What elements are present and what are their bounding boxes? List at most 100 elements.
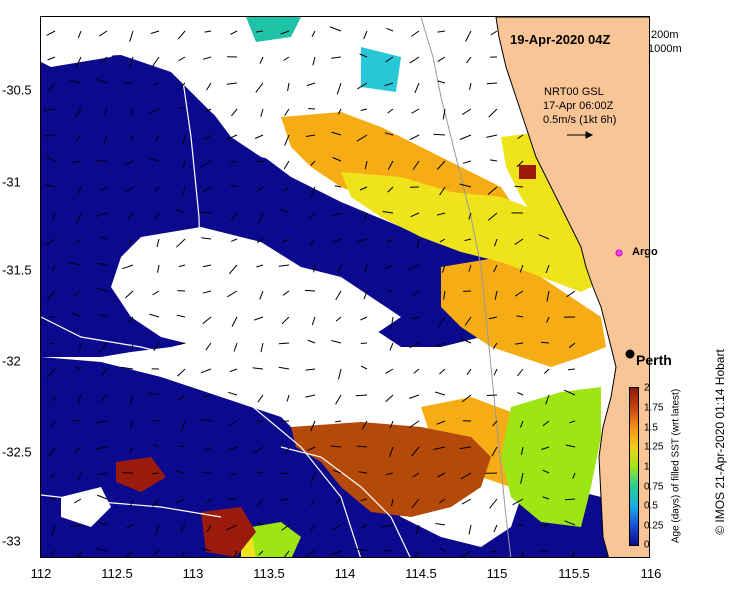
cloud-patch — [61, 487, 111, 527]
current-vector — [360, 365, 368, 370]
credit-label: © IMOS 21-Apr-2020 01:14 Hobart — [713, 349, 727, 535]
current-vector — [567, 368, 576, 371]
current-vector — [226, 524, 238, 531]
depth-contour-200m-label: 200m — [651, 29, 679, 41]
current-vector — [545, 264, 550, 274]
age-2-patch — [519, 165, 536, 179]
current-vector — [491, 446, 498, 457]
current-vector — [281, 524, 290, 531]
current-vector — [280, 30, 290, 35]
colorbar-tick: 2 — [644, 382, 650, 394]
y-tick-label: -31.5 — [2, 262, 32, 278]
current-vector — [178, 445, 186, 448]
current-vector — [256, 264, 264, 268]
y-tick-label: -32 — [2, 353, 21, 369]
current-vector — [99, 314, 108, 318]
current-vector — [152, 443, 160, 448]
current-vector — [517, 368, 524, 377]
current-vector — [541, 446, 550, 450]
current-vector — [494, 290, 498, 300]
current-vector — [333, 238, 342, 242]
current-vector — [409, 420, 420, 428]
current-vector — [255, 82, 264, 93]
current-vector — [516, 315, 524, 318]
argo-label: Argo — [632, 246, 658, 258]
age-1-green-region-south — [251, 522, 301, 557]
current-vector — [176, 498, 186, 503]
current-vector — [468, 212, 472, 220]
land — [495, 17, 649, 557]
current-vector — [46, 368, 56, 378]
current-vector — [520, 446, 524, 455]
current-vector — [202, 471, 212, 474]
current-vector — [230, 184, 238, 188]
age-2-patch — [116, 457, 166, 492]
current-vector — [281, 316, 290, 325]
current-vector — [443, 290, 446, 300]
current-vector — [182, 134, 186, 145]
current-vector — [74, 498, 82, 504]
current-vector — [100, 394, 108, 402]
current-vector — [178, 56, 186, 62]
current-vector — [337, 264, 342, 273]
current-vector — [384, 82, 394, 87]
current-vector — [152, 472, 160, 475]
current-vector — [512, 498, 524, 506]
colorbar-tick: 1.5 — [644, 422, 658, 434]
current-vector — [332, 469, 342, 474]
current-vector — [411, 108, 420, 114]
current-vector — [283, 186, 290, 192]
current-vector — [228, 264, 238, 275]
current-vector — [465, 30, 472, 42]
current-vector — [279, 208, 290, 214]
current-vector — [284, 134, 290, 146]
current-vector — [384, 132, 394, 136]
current-vector — [177, 368, 186, 377]
current-vector — [363, 290, 368, 300]
current-vector — [436, 212, 446, 216]
current-vector — [206, 524, 212, 533]
current-vector — [180, 524, 186, 533]
colorbar-tick: 1.25 — [644, 441, 664, 453]
current-vector — [411, 30, 420, 37]
current-vector — [129, 30, 134, 42]
cloud-patch — [201, 77, 311, 167]
current-vector — [412, 290, 420, 297]
colorbar-tick: 0.75 — [644, 481, 664, 493]
current-vector — [489, 498, 498, 509]
current-vector — [231, 316, 238, 327]
current-vector — [227, 446, 238, 451]
current-vector — [153, 212, 160, 219]
current-vector — [308, 108, 316, 110]
current-vector — [77, 394, 82, 405]
current-vector — [47, 290, 56, 300]
current-vector — [95, 446, 108, 450]
current-vector — [331, 340, 342, 344]
x-tick-label: 112.5 — [101, 566, 133, 581]
current-vector — [363, 30, 368, 40]
current-vector — [49, 342, 56, 345]
current-scale-label: 0.5m/s (1kt 6h) — [543, 114, 617, 126]
current-vector — [127, 212, 134, 220]
current-vector — [180, 420, 186, 432]
current-vector — [126, 524, 134, 529]
current-vector — [306, 82, 316, 87]
current-vector — [202, 56, 212, 60]
cloud-patch — [111, 227, 401, 357]
current-vector — [464, 316, 472, 326]
colorbar-title: Age (days) of filled SST (wrt latest) — [670, 388, 682, 544]
current-vector — [363, 212, 368, 221]
current-vector — [331, 56, 342, 59]
x-tick-label: 113 — [182, 566, 204, 581]
current-vector — [201, 237, 212, 240]
current-vector — [433, 133, 446, 136]
current-vector — [364, 264, 368, 273]
current-vector — [417, 238, 420, 248]
current-vector — [306, 134, 316, 137]
current-vector — [385, 394, 394, 403]
current-vector — [285, 446, 290, 454]
current-vector — [571, 550, 576, 557]
current-vector — [311, 316, 316, 326]
current-vector — [412, 160, 420, 170]
x-tick-label: 113.5 — [253, 566, 285, 581]
